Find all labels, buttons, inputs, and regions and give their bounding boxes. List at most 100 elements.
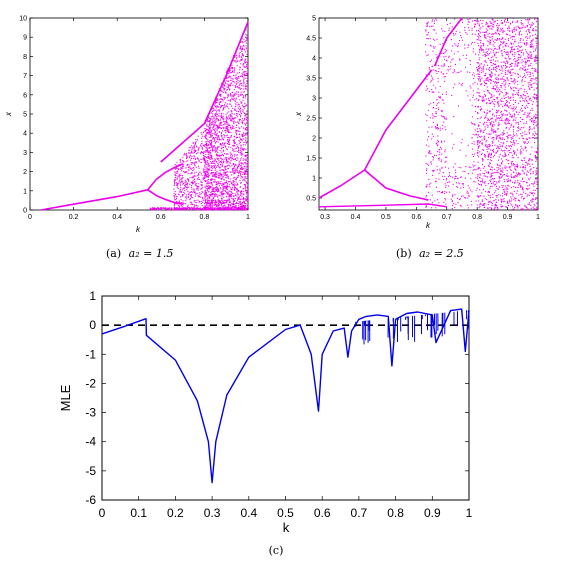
chaos-point xyxy=(519,27,521,29)
chaos-point xyxy=(191,197,193,199)
chaos-point xyxy=(511,46,513,48)
chaos-point xyxy=(495,77,497,79)
chaos-point xyxy=(432,107,434,109)
chaos-point xyxy=(215,120,217,122)
chaos-point xyxy=(222,193,224,195)
chaos-point xyxy=(502,55,504,57)
chaos-point xyxy=(426,168,428,170)
chaos-point xyxy=(512,17,515,20)
chaos-point xyxy=(236,166,239,168)
chaos-point xyxy=(467,173,469,175)
chaos-point xyxy=(194,144,196,146)
chaos-point xyxy=(532,172,534,174)
chaos-point xyxy=(241,104,243,106)
chaos-point xyxy=(234,108,236,110)
chaos-point xyxy=(218,164,220,166)
chaos-point xyxy=(524,107,527,110)
chaos-point xyxy=(503,20,506,22)
chaos-point xyxy=(200,180,202,182)
chaos-point xyxy=(490,71,492,73)
chaos-point xyxy=(208,205,210,207)
chaos-point xyxy=(533,50,535,52)
chaos-point xyxy=(245,148,247,150)
chaos-point xyxy=(527,86,530,88)
chaos-point xyxy=(217,127,219,129)
chaos-point xyxy=(195,166,197,168)
bifurcation-branch xyxy=(147,163,183,191)
chaos-point xyxy=(527,20,529,22)
chaos-point xyxy=(232,107,234,109)
chaos-point xyxy=(534,82,536,84)
chaos-point xyxy=(195,199,197,201)
chaos-point xyxy=(499,144,501,146)
chaos-point xyxy=(425,89,427,91)
chaos-point xyxy=(448,29,450,31)
chaos-point xyxy=(520,23,523,25)
chaos-point xyxy=(484,128,486,130)
chaos-point xyxy=(244,77,246,79)
chaos-point xyxy=(522,132,524,134)
chaos-point xyxy=(228,87,230,89)
chaos-point xyxy=(505,82,507,84)
chaos-point xyxy=(246,127,248,129)
chaos-point xyxy=(526,115,528,117)
chaos-point xyxy=(236,85,238,87)
chaos-point xyxy=(438,68,440,70)
y-tick-label: 9 xyxy=(23,35,27,42)
chaos-point xyxy=(486,146,488,149)
chaos-point xyxy=(504,200,506,202)
chaos-point xyxy=(229,100,231,102)
bifurcation-branch xyxy=(318,203,447,208)
chaos-point xyxy=(493,95,495,97)
chaos-point xyxy=(432,84,434,86)
chaos-point xyxy=(234,75,236,77)
chaos-point xyxy=(241,203,243,206)
chaos-point xyxy=(514,94,516,96)
chaos-point xyxy=(242,121,244,123)
chaos-point xyxy=(444,126,446,128)
chaos-point xyxy=(510,169,512,172)
chaos-point xyxy=(236,116,239,118)
chaos-point xyxy=(212,124,214,126)
chaos-point xyxy=(187,163,189,165)
chaos-point xyxy=(241,46,243,48)
chaos-point xyxy=(200,131,202,134)
chaos-point xyxy=(443,201,445,203)
chaos-point xyxy=(235,201,237,203)
chaos-point xyxy=(179,203,181,205)
chaos-point xyxy=(197,199,199,201)
chaos-point xyxy=(436,99,438,101)
chaos-point xyxy=(180,209,182,211)
chaos-point xyxy=(458,198,460,201)
chaos-point xyxy=(222,189,224,191)
chaos-point xyxy=(198,209,200,211)
chaos-point xyxy=(236,156,238,158)
chaos-point xyxy=(524,66,527,68)
chaos-point xyxy=(178,205,181,207)
chaos-point xyxy=(227,164,229,166)
chaos-point xyxy=(238,54,240,57)
chaos-point xyxy=(223,199,225,201)
chaos-point xyxy=(514,167,516,169)
chaos-point xyxy=(514,87,517,89)
chaos-point xyxy=(483,175,485,177)
chaos-point xyxy=(235,184,237,186)
chaos-point xyxy=(201,186,203,188)
chaos-point xyxy=(490,149,492,151)
chaos-point xyxy=(208,174,210,177)
chaos-point xyxy=(232,202,234,204)
chaos-point xyxy=(535,121,537,123)
chaos-point xyxy=(222,109,224,111)
chaos-point xyxy=(197,173,200,175)
chaos-point xyxy=(230,195,232,197)
chaos-point xyxy=(445,118,447,120)
chaos-point xyxy=(216,95,218,97)
chaos-point xyxy=(234,93,236,95)
chaos-point xyxy=(226,140,228,142)
chaos-point xyxy=(487,45,489,47)
chaos-point xyxy=(431,91,433,93)
chaos-point xyxy=(241,85,243,87)
chaos-point xyxy=(198,160,201,162)
chaos-point xyxy=(478,92,480,94)
chaos-point xyxy=(432,115,434,117)
